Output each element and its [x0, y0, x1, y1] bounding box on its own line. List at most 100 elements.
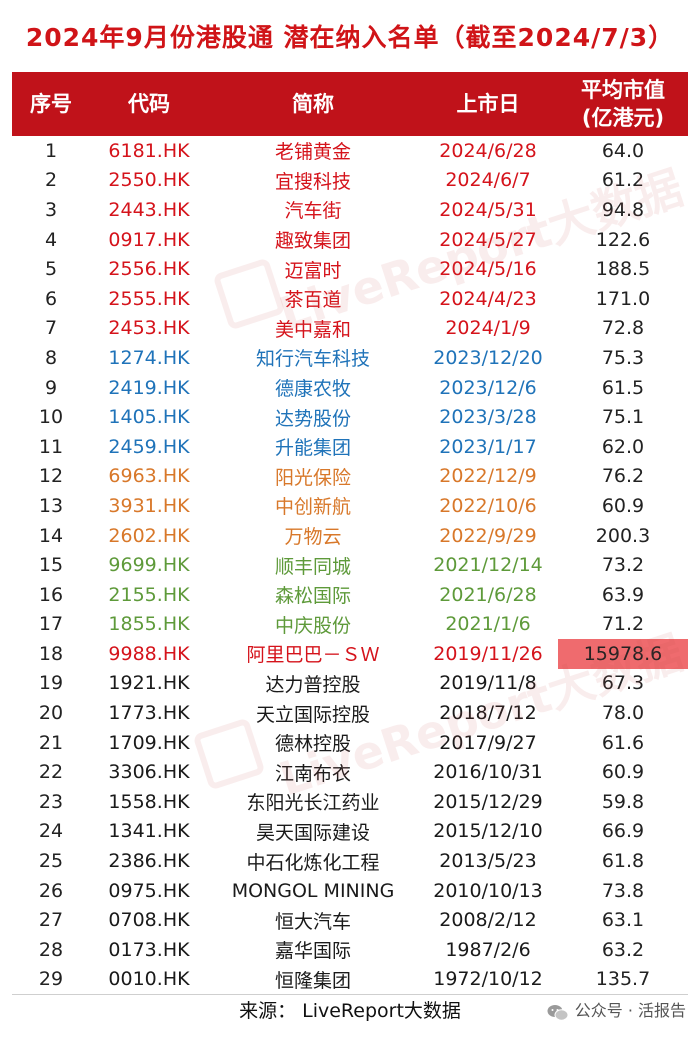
- row-name: 中石化炼化工程: [246, 851, 380, 874]
- row-code: 2550.HK: [108, 169, 190, 192]
- row-name: 达力普控股: [265, 673, 361, 696]
- row-index: 22: [38, 761, 64, 784]
- row-code: 1773.HK: [108, 702, 190, 725]
- row-code: 3306.HK: [108, 761, 190, 784]
- row-code: 9699.HK: [108, 554, 190, 577]
- row-index: 13: [38, 494, 64, 517]
- row-code: 1405.HK: [108, 406, 190, 429]
- row-name: 达势股份: [274, 407, 351, 430]
- table-row: 19 1921.HK 达力普控股 2019/11/8 67.3: [12, 669, 688, 699]
- row-code: 0708.HK: [108, 909, 190, 932]
- row-listing-date: 2021/1/6: [445, 613, 531, 636]
- row-market-cap: 60.9: [601, 761, 645, 784]
- row-name: 顺丰同城: [274, 555, 351, 578]
- row-name: 美中嘉和: [274, 318, 351, 341]
- table-row: 16 2155.HK 森松国际 2021/6/28 63.9: [12, 580, 688, 610]
- row-market-cap: 72.8: [601, 317, 645, 340]
- row-market-cap: 188.5: [595, 258, 651, 281]
- row-index: 24: [38, 820, 64, 843]
- row-code: 9988.HK: [108, 642, 190, 665]
- row-listing-date: 2024/5/16: [439, 258, 537, 281]
- row-name: 汽车街: [284, 200, 342, 223]
- row-index: 21: [38, 731, 64, 754]
- row-index: 23: [38, 790, 64, 813]
- header-index: 序号: [30, 92, 72, 116]
- row-name: 老铺黄金: [274, 141, 351, 164]
- footer-divider: [12, 994, 688, 995]
- row-market-cap: 71.2: [601, 613, 645, 636]
- row-name: 天立国际控股: [255, 703, 370, 726]
- row-code: 0975.HK: [108, 879, 190, 902]
- row-listing-date: 2024/1/9: [445, 317, 531, 340]
- row-index: 12: [38, 465, 64, 488]
- row-index: 3: [44, 198, 58, 221]
- table-row: 18 9988.HK 阿里巴巴－ＳＷ 2019/11/26 15978.6: [12, 639, 688, 669]
- row-index: 25: [38, 850, 64, 873]
- row-market-cap: 73.8: [601, 879, 645, 902]
- table-row: 3 2443.HK 汽车街 2024/5/31 94.8: [12, 195, 688, 225]
- row-listing-date: 2022/12/9: [439, 465, 537, 488]
- row-index: 28: [38, 938, 64, 961]
- row-market-cap: 15978.6: [558, 639, 688, 669]
- table-row: 14 2602.HK 万物云 2022/9/29 200.3: [12, 521, 688, 551]
- row-market-cap: 135.7: [595, 968, 651, 991]
- row-name: 迈富时: [284, 259, 342, 282]
- row-index: 20: [38, 702, 64, 725]
- row-listing-date: 2015/12/10: [433, 820, 543, 843]
- row-market-cap: 76.2: [601, 465, 645, 488]
- row-code: 2155.HK: [108, 583, 190, 606]
- row-name: 江南布衣: [274, 762, 351, 785]
- row-code: 2453.HK: [108, 317, 190, 340]
- row-market-cap: 200.3: [595, 524, 651, 547]
- row-index: 16: [38, 583, 64, 606]
- row-listing-date: 2024/6/28: [439, 139, 537, 162]
- row-code: 1921.HK: [108, 672, 190, 695]
- row-listing-date: 2010/10/13: [433, 879, 543, 902]
- row-market-cap: 78.0: [601, 702, 645, 725]
- table-row: 2 2550.HK 宜搜科技 2024/6/7 61.2: [12, 166, 688, 196]
- row-index: 6: [44, 287, 58, 310]
- row-name: 茶百道: [284, 289, 342, 312]
- row-index: 8: [44, 346, 58, 369]
- row-code: 2602.HK: [108, 524, 190, 547]
- header-market-cap-label: 平均市值: [581, 78, 665, 102]
- row-name: 知行汽车科技: [255, 348, 370, 371]
- row-market-cap: 61.2: [601, 169, 645, 192]
- table-row: 1 6181.HK 老铺黄金 2024/6/28 64.0: [12, 136, 688, 166]
- table-row: 5 2556.HK 迈富时 2024/5/16 188.5: [12, 254, 688, 284]
- table-row: 21 1709.HK 德林控股 2017/9/27 61.6: [12, 728, 688, 758]
- row-code: 1341.HK: [108, 820, 190, 843]
- row-name: 昊天国际建设: [255, 821, 370, 844]
- table-row: 10 1405.HK 达势股份 2023/3/28 75.1: [12, 402, 688, 432]
- row-index: 1: [44, 139, 58, 162]
- row-name: 趣致集团: [274, 230, 351, 253]
- row-index: 7: [44, 317, 58, 340]
- row-market-cap: 63.9: [601, 583, 645, 606]
- row-index: 5: [44, 258, 58, 281]
- row-market-cap: 94.8: [601, 198, 645, 221]
- row-listing-date: 1972/10/12: [433, 968, 543, 991]
- source-note: 来源： LiveReport大数据: [239, 1000, 461, 1022]
- row-market-cap: 63.2: [601, 938, 645, 961]
- header-code: 代码: [128, 92, 170, 116]
- stock-table: 序号 代码 简称 上市日 平均市值 (亿港元) 1 6181.HK 老铺黄金 2024…: [12, 72, 688, 994]
- row-name: 东阳光长江药业: [246, 792, 380, 815]
- row-code: 0010.HK: [108, 968, 190, 991]
- row-listing-date: 2022/9/29: [439, 524, 537, 547]
- row-name: 宜搜科技: [274, 170, 351, 193]
- header-market-cap-unit: (亿港元): [581, 106, 665, 130]
- row-listing-date: 2022/10/6: [439, 494, 537, 517]
- row-market-cap: 63.1: [601, 909, 645, 932]
- table-row: 27 0708.HK 恒大汽车 2008/2/12 63.1: [12, 905, 688, 935]
- row-market-cap: 59.8: [601, 790, 645, 813]
- row-name: 森松国际: [274, 585, 351, 608]
- row-listing-date: 2016/10/31: [433, 761, 543, 784]
- table-row: 25 2386.HK 中石化炼化工程 2013/5/23 61.8: [12, 846, 688, 876]
- table-row: 20 1773.HK 天立国际控股 2018/7/12 78.0: [12, 698, 688, 728]
- table-row: 15 9699.HK 顺丰同城 2021/12/14 73.2: [12, 550, 688, 580]
- row-listing-date: 2021/12/14: [433, 554, 543, 577]
- table-row: 12 6963.HK 阳光保险 2022/12/9 76.2: [12, 462, 688, 492]
- row-name: 恒大汽车: [274, 910, 351, 933]
- table-row: 13 3931.HK 中创新航 2022/10/6 60.9: [12, 491, 688, 521]
- row-name: 嘉华国际: [274, 940, 351, 963]
